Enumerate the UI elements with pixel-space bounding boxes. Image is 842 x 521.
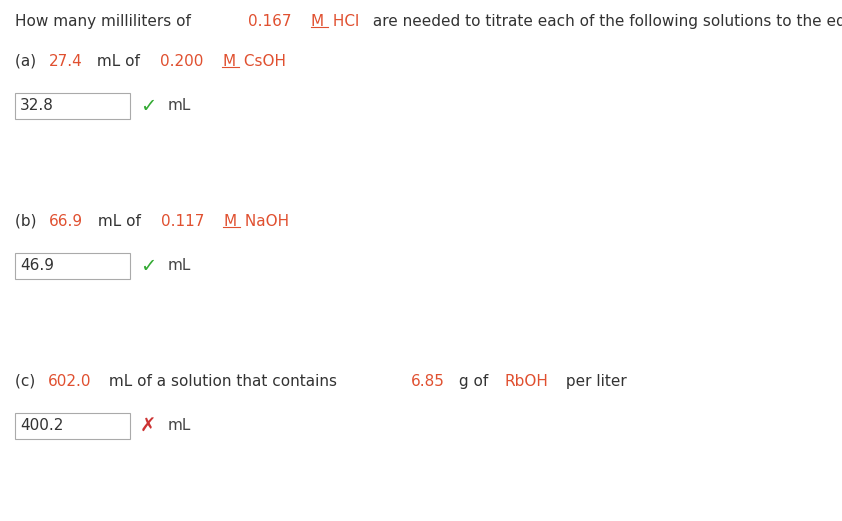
Text: mL: mL — [168, 258, 191, 274]
Text: 66.9: 66.9 — [49, 214, 83, 229]
Text: 0.117: 0.117 — [161, 214, 205, 229]
Text: ✗: ✗ — [140, 416, 157, 436]
Text: ✓: ✓ — [140, 256, 157, 276]
Text: mL: mL — [168, 98, 191, 114]
Text: 46.9: 46.9 — [20, 258, 54, 274]
Text: M: M — [311, 14, 324, 29]
Text: (c): (c) — [15, 374, 40, 389]
Text: per liter: per liter — [562, 374, 627, 389]
Text: M: M — [223, 214, 237, 229]
Text: 32.8: 32.8 — [20, 98, 54, 114]
Text: HCl: HCl — [328, 14, 359, 29]
FancyBboxPatch shape — [15, 253, 130, 279]
Text: 27.4: 27.4 — [49, 54, 83, 69]
Text: 602.0: 602.0 — [47, 374, 91, 389]
Text: 0.200: 0.200 — [160, 54, 204, 69]
Text: 0.167: 0.167 — [248, 14, 291, 29]
Text: (b): (b) — [15, 214, 41, 229]
Text: NaOH: NaOH — [240, 214, 290, 229]
Text: CsOH: CsOH — [239, 54, 286, 69]
Text: g of: g of — [454, 374, 493, 389]
Text: mL of: mL of — [92, 54, 145, 69]
Text: 400.2: 400.2 — [20, 418, 63, 433]
Text: ✓: ✓ — [140, 96, 157, 116]
Text: How many milliliters of: How many milliliters of — [15, 14, 195, 29]
Text: RbOH: RbOH — [504, 374, 548, 389]
Text: mL of a solution that contains: mL of a solution that contains — [104, 374, 341, 389]
Text: mL of: mL of — [93, 214, 146, 229]
Text: are needed to titrate each of the following solutions to the equivalence point?: are needed to titrate each of the follow… — [368, 14, 842, 29]
Text: (a): (a) — [15, 54, 41, 69]
Text: M: M — [222, 54, 236, 69]
FancyBboxPatch shape — [15, 413, 130, 439]
FancyBboxPatch shape — [15, 93, 130, 119]
Text: 6.85: 6.85 — [411, 374, 445, 389]
Text: mL: mL — [168, 418, 191, 433]
